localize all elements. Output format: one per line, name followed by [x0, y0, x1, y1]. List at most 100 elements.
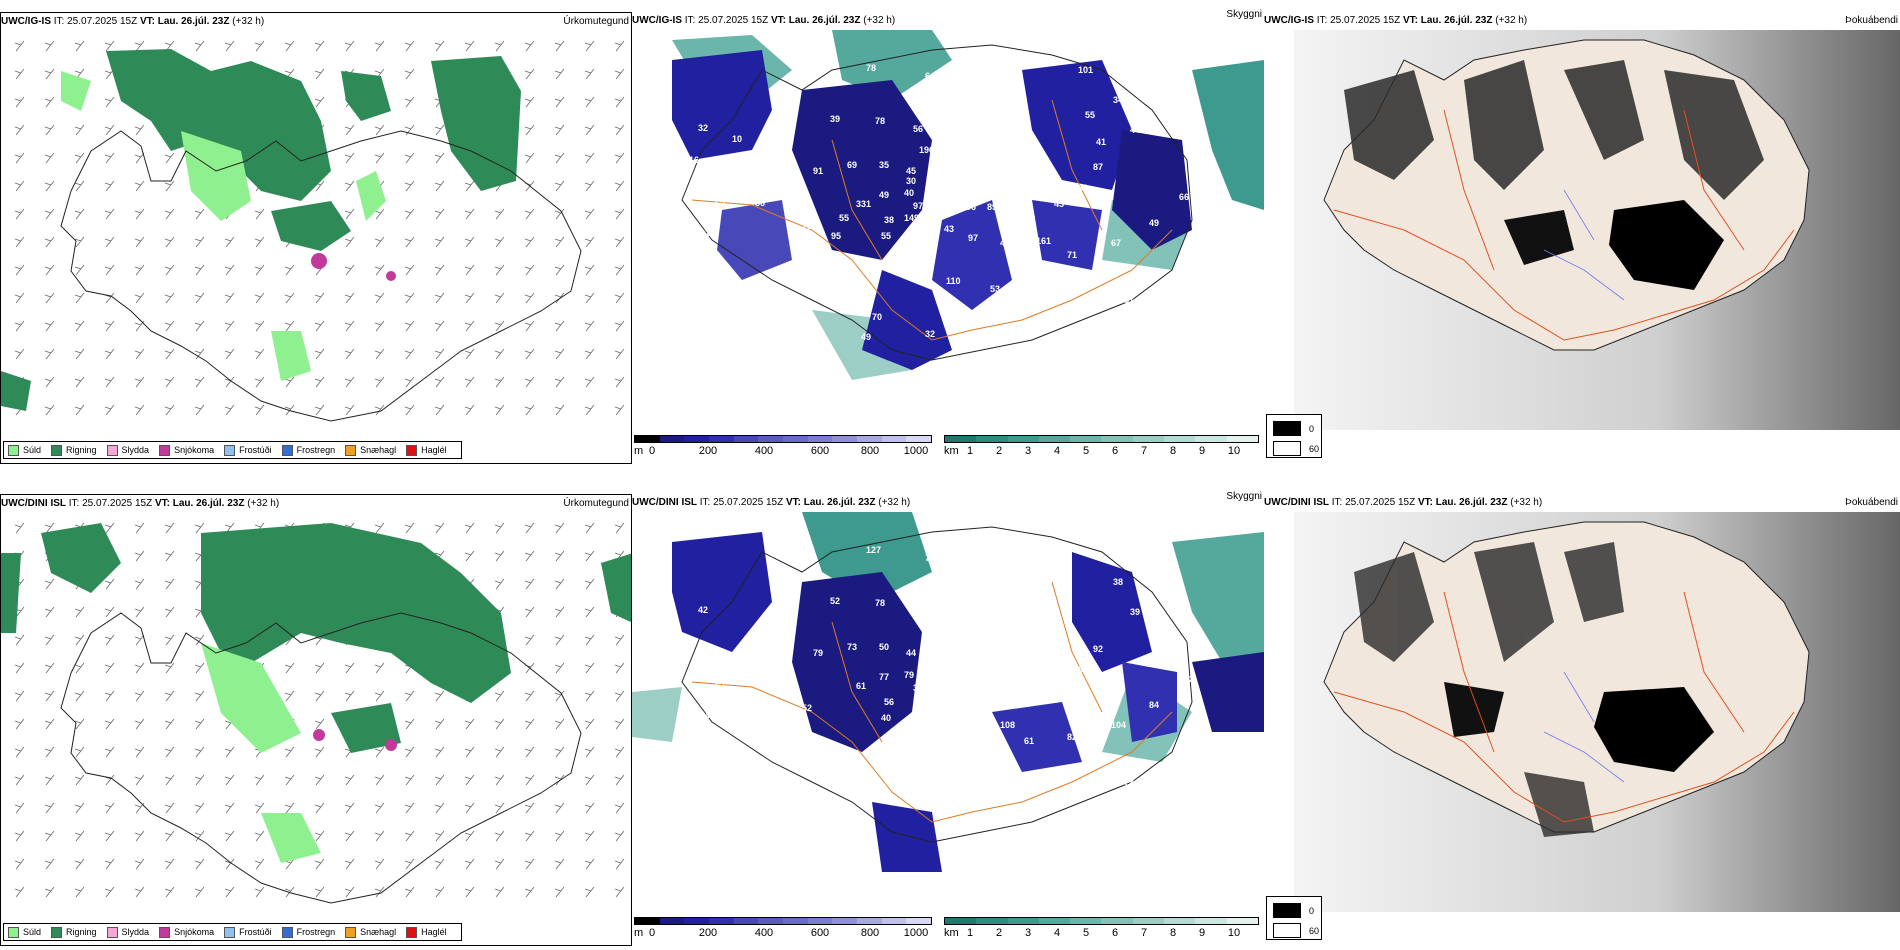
wind-barb	[254, 208, 265, 220]
fog-map	[1294, 512, 1900, 912]
wind-barb	[584, 606, 595, 618]
wind-barb	[344, 180, 355, 192]
wind-barb	[164, 522, 175, 534]
vt-value: Lau. 26.júl. 23Z	[788, 15, 861, 26]
wind-barb	[74, 180, 85, 192]
legend-item-slydda: Slydda	[106, 444, 150, 456]
wind-barb	[374, 662, 385, 674]
wind-barb	[434, 802, 445, 814]
wind-barb	[494, 830, 505, 842]
wind-barb	[74, 830, 85, 842]
wind-barb	[344, 376, 355, 388]
wind-barb	[554, 180, 565, 192]
wind-barb	[434, 690, 445, 702]
vt-value: Lau. 26.júl. 23Z	[157, 16, 230, 27]
wind-barb	[614, 264, 625, 276]
wind-barb	[134, 690, 145, 702]
wind-barb	[584, 522, 595, 534]
wind-barb	[134, 236, 145, 248]
wind-barb	[254, 264, 265, 276]
wind-barb	[404, 802, 415, 814]
it-value: 25.07.2025 15Z	[1345, 497, 1416, 508]
wind-barb	[524, 68, 535, 80]
legend-item-frostregn: Frostregn	[281, 926, 335, 938]
wind-barb	[494, 690, 505, 702]
wind-barb	[614, 746, 625, 758]
legend-item-rigning: Rigning	[51, 926, 97, 938]
wind-barb	[344, 292, 355, 304]
wind-barb	[284, 404, 295, 416]
wind-barb	[554, 774, 565, 786]
legend-label: Slydda	[121, 445, 150, 455]
wind-barb	[524, 550, 535, 562]
cloud-base-label: 43	[1005, 625, 1015, 635]
cloud-base-label: 82	[1067, 732, 1077, 742]
wind-barb	[74, 886, 85, 898]
cloud-base-shading	[672, 532, 1264, 872]
wind-barb	[254, 376, 265, 388]
wind-barb	[614, 634, 625, 646]
cloud-base-label: 70	[872, 312, 882, 322]
cloud-base-label: 32	[1078, 183, 1088, 193]
cloud-base-label: 41	[1096, 137, 1106, 147]
wind-barb	[74, 746, 85, 758]
wind-barb	[194, 292, 205, 304]
wind-barb	[284, 746, 295, 758]
wind-barb	[14, 634, 25, 646]
wind-barb	[554, 578, 565, 590]
wind-barb	[584, 858, 595, 870]
wind-barb	[374, 886, 385, 898]
wind-barb	[44, 830, 55, 842]
wind-barb	[464, 830, 475, 842]
wind-barb	[164, 802, 175, 814]
wind-barb	[14, 830, 25, 842]
wind-barb	[434, 320, 445, 332]
wind-barb	[614, 348, 625, 360]
wind-barb	[554, 320, 565, 332]
wind-barb	[554, 208, 565, 220]
model-name: UWC/DINI ISL	[1264, 497, 1329, 508]
legend-label: 0	[1309, 423, 1315, 434]
lead-time: (+32 h)	[1495, 15, 1528, 26]
cloud-base-label: 57	[808, 267, 818, 277]
wind-barb	[254, 886, 265, 898]
legend-label: Rigning	[66, 445, 97, 455]
wind-barb	[314, 858, 325, 870]
cloud-base-label: 53	[715, 199, 725, 209]
wind-barb	[584, 718, 595, 730]
wind-barb	[134, 376, 145, 388]
colorbar-tick: 200	[698, 445, 718, 457]
cloud-base-label: 72	[955, 192, 965, 202]
cloud-base-label: 95	[965, 106, 975, 116]
wind-barb	[404, 746, 415, 758]
wind-barb	[14, 236, 25, 248]
wind-barb	[404, 348, 415, 360]
panel-header: UWC/IG-IS IT: 25.07.2025 15Z VT: Lau. 26…	[632, 9, 1264, 30]
wind-barb	[74, 264, 85, 276]
cloud-base-label: 69	[847, 160, 857, 170]
wind-barb	[164, 208, 175, 220]
wind-barb	[404, 858, 415, 870]
wind-barb	[374, 376, 385, 388]
wind-barb	[374, 774, 385, 786]
wind-barb	[44, 96, 55, 108]
wind-barb	[164, 404, 175, 416]
wind-barb	[224, 264, 235, 276]
wind-barb	[614, 292, 625, 304]
wind-barb	[164, 746, 175, 758]
wind-barb	[524, 858, 535, 870]
wind-barb	[464, 348, 475, 360]
roads	[691, 99, 1173, 341]
legend-swatch	[281, 926, 293, 938]
wind-barb	[344, 40, 355, 52]
wind-barb	[554, 886, 565, 898]
wind-barb	[194, 858, 205, 870]
cloud-base-label: 44	[1130, 125, 1140, 135]
wind-barb	[104, 690, 115, 702]
legend-label: 60	[1309, 925, 1320, 936]
wind-barb	[74, 292, 85, 304]
model-name: UWC/IG-IS	[1, 16, 51, 27]
wind-barb	[344, 236, 355, 248]
cloud-base-label: 104	[1111, 720, 1126, 730]
colorbar-tick: 7	[1140, 445, 1148, 457]
